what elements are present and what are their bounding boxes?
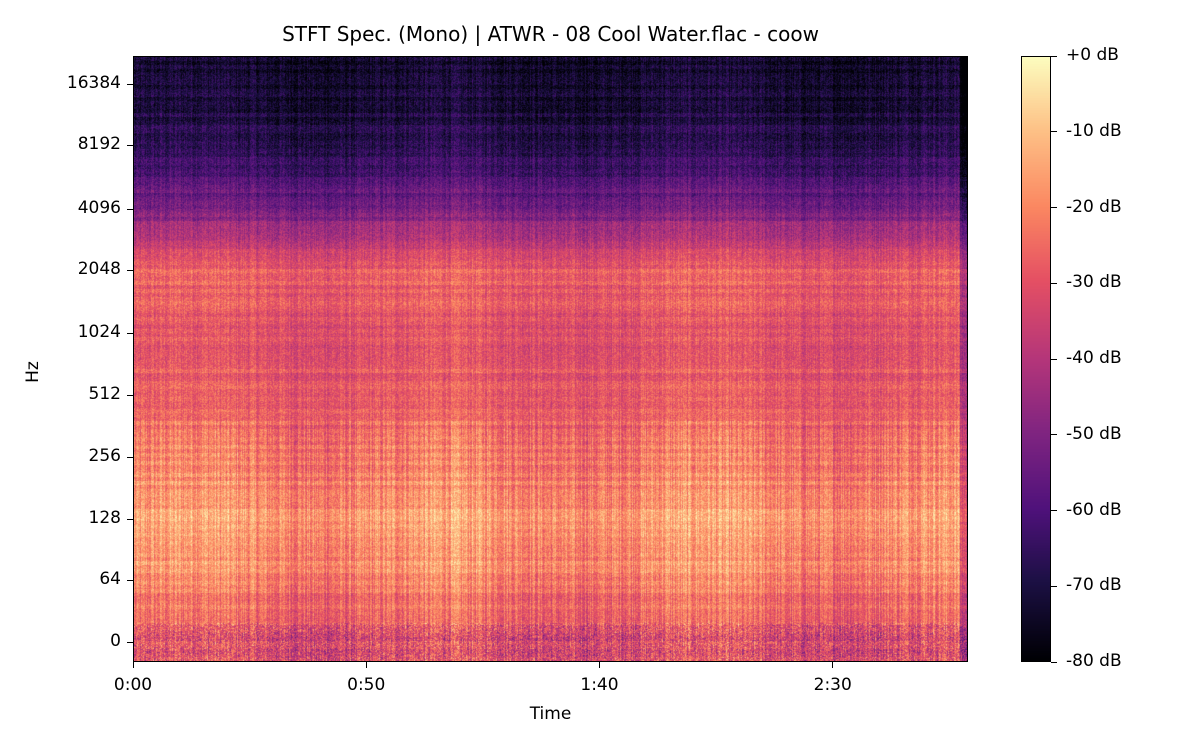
colorbar-gradient xyxy=(1022,57,1050,661)
colorbar xyxy=(1021,56,1051,662)
spectrogram-heatmap xyxy=(134,57,967,661)
y-tick xyxy=(127,456,133,458)
colorbar-tick-label: -80 dB xyxy=(1066,651,1122,671)
colorbar-tick xyxy=(1051,585,1057,587)
y-tick-label: 4096 xyxy=(77,198,121,218)
x-tick xyxy=(598,662,600,668)
y-tick-label: 256 xyxy=(88,446,121,466)
colorbar-tick xyxy=(1051,131,1057,133)
x-tick-label: 1:40 xyxy=(580,675,619,695)
y-tick-label: 1024 xyxy=(77,322,121,342)
y-tick xyxy=(127,394,133,396)
y-tick xyxy=(127,208,133,210)
x-tick xyxy=(132,662,134,668)
y-tick xyxy=(127,518,133,520)
colorbar-tick xyxy=(1051,510,1057,511)
colorbar-tick-label: -70 dB xyxy=(1066,575,1122,596)
colorbar-tick xyxy=(1051,661,1057,663)
x-tick xyxy=(365,662,367,668)
y-tick xyxy=(127,579,133,581)
colorbar-tick-label: -40 dB xyxy=(1066,348,1122,368)
x-tick-label: 0:50 xyxy=(347,675,386,695)
colorbar-tick xyxy=(1051,358,1057,360)
y-tick-label: 64 xyxy=(99,569,121,589)
x-tick xyxy=(832,662,834,668)
x-axis-label: Time xyxy=(529,704,572,724)
y-tick xyxy=(127,641,133,643)
y-tick-label: 2048 xyxy=(77,259,121,279)
x-tick-label: 2:30 xyxy=(813,675,852,695)
y-axis-label: Hz xyxy=(22,361,43,383)
chart-title: STFT Spec. (Mono) | ATWR - 08 Cool Water… xyxy=(282,22,819,46)
colorbar-tick-label: -30 dB xyxy=(1066,272,1122,293)
y-tick-label: 16384 xyxy=(66,73,121,93)
y-tick xyxy=(127,332,133,334)
colorbar-tick-label: +0 dB xyxy=(1066,45,1119,65)
colorbar-tick-label: -20 dB xyxy=(1066,196,1122,217)
plot-area xyxy=(133,56,968,662)
colorbar-tick xyxy=(1051,207,1057,208)
colorbar-tick xyxy=(1051,55,1057,57)
y-tick xyxy=(127,83,133,85)
colorbar-tick-label: -50 dB xyxy=(1066,423,1122,444)
y-tick-label: 0 xyxy=(110,631,121,651)
colorbar-tick-label: -10 dB xyxy=(1066,120,1122,141)
colorbar-tick xyxy=(1051,434,1057,436)
y-tick-label: 512 xyxy=(88,384,121,404)
y-tick-label: 128 xyxy=(88,508,121,528)
y-tick-label: 8192 xyxy=(77,134,121,154)
y-tick xyxy=(127,144,133,146)
colorbar-tick xyxy=(1051,282,1057,284)
colorbar-tick-label: -60 dB xyxy=(1066,499,1122,520)
y-tick xyxy=(127,269,133,271)
x-tick-label: 0:00 xyxy=(113,675,153,695)
